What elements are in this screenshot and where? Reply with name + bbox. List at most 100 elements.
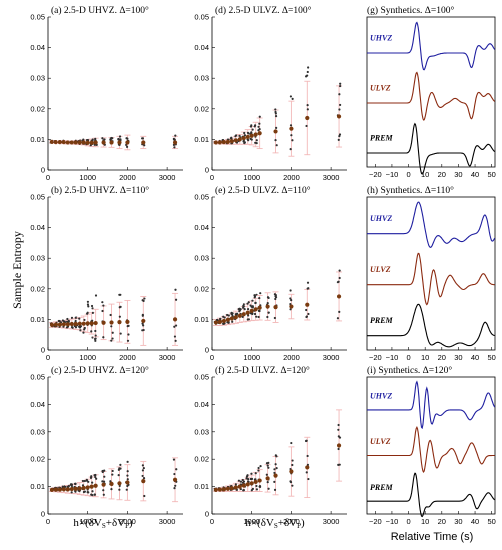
data-point xyxy=(142,466,145,470)
data-point xyxy=(74,490,77,493)
data-point xyxy=(82,490,86,494)
seismogram-trace-ulvz xyxy=(367,71,496,121)
data-point xyxy=(109,480,112,483)
data-point xyxy=(103,475,106,478)
data-point xyxy=(253,125,256,128)
data-point xyxy=(81,479,85,483)
data-point xyxy=(126,478,129,481)
data-point xyxy=(71,326,74,329)
synthetics-frame xyxy=(366,16,496,168)
median-marker xyxy=(229,316,234,321)
x-tick-label: −10 xyxy=(386,517,399,526)
data-point xyxy=(110,339,113,342)
x-tick-label: 10 xyxy=(421,517,429,526)
data-point xyxy=(265,473,268,476)
median-marker xyxy=(85,140,90,145)
data-point xyxy=(101,309,104,313)
data-point xyxy=(231,320,234,323)
data-point xyxy=(119,467,122,470)
data-point xyxy=(117,474,120,477)
data-point xyxy=(142,476,146,480)
data-point xyxy=(338,310,341,313)
data-point xyxy=(267,487,270,490)
x-tick-label: 40 xyxy=(471,517,479,526)
median-marker xyxy=(257,478,262,483)
data-point xyxy=(273,468,276,471)
data-point xyxy=(142,324,145,327)
data-point xyxy=(172,137,175,140)
data-point xyxy=(339,84,342,88)
data-point xyxy=(83,326,86,330)
y-tick-label: 0 xyxy=(41,166,45,175)
median-marker xyxy=(305,465,310,470)
y-tick-label: 0 xyxy=(205,510,209,519)
x-tick-label: 1000 xyxy=(243,173,260,182)
scatter-panels-layer: (a) 2.5-D UHVZ. Δ=100° 0 0.01 0.02 0.03 0.04 0… xyxy=(30,5,347,526)
data-point xyxy=(82,331,85,334)
median-marker xyxy=(69,486,74,492)
x-tick-label: 40 xyxy=(471,170,479,179)
data-point xyxy=(174,324,178,327)
seismogram-trace-prem xyxy=(367,472,496,518)
median-marker xyxy=(53,322,59,327)
median-marker xyxy=(81,321,86,326)
median-marker xyxy=(69,321,74,327)
data-point xyxy=(290,134,293,137)
data-point xyxy=(337,463,340,466)
y-tick-label: 0.05 xyxy=(30,373,45,382)
data-point xyxy=(241,306,245,309)
data-point xyxy=(94,329,97,333)
data-point xyxy=(259,465,262,468)
median-marker xyxy=(117,140,122,145)
data-point xyxy=(289,481,293,484)
data-point xyxy=(242,489,245,492)
median-marker xyxy=(213,320,219,325)
data-point xyxy=(291,97,294,100)
x-tick-label: 2000 xyxy=(119,517,136,526)
data-point xyxy=(143,297,146,300)
data-point xyxy=(338,436,342,439)
data-point xyxy=(86,491,89,494)
data-point xyxy=(85,478,88,481)
panel-f-title: (f) 2.5-D ULVZ. Δ=120° xyxy=(215,365,310,376)
median-marker xyxy=(49,487,55,492)
data-point xyxy=(62,320,66,323)
data-point xyxy=(142,328,145,332)
trace-label-ulvz: ULVZ xyxy=(370,437,391,446)
data-point xyxy=(237,479,240,482)
data-point xyxy=(258,485,262,488)
y-tick-label: 0.01 xyxy=(30,315,45,324)
median-marker xyxy=(221,487,227,492)
x-tick-label: −10 xyxy=(386,170,399,179)
median-marker xyxy=(245,134,250,140)
data-point xyxy=(266,301,269,305)
x-tick-label: 10 xyxy=(421,353,429,362)
synthetics-i-title: (i) Synthetics. Δ=120° xyxy=(367,365,452,376)
data-point xyxy=(338,276,341,280)
median-marker xyxy=(237,313,242,318)
data-point xyxy=(337,138,340,141)
x-tick-label: 50 xyxy=(488,517,496,526)
median-marker xyxy=(221,140,227,145)
median-marker xyxy=(273,129,278,134)
data-point xyxy=(174,134,177,137)
data-point xyxy=(117,138,120,141)
data-point xyxy=(290,298,293,302)
data-point xyxy=(119,305,122,308)
data-point xyxy=(289,148,292,151)
y-tick-label: 0.01 xyxy=(194,135,209,144)
data-point xyxy=(90,304,94,308)
median-marker xyxy=(65,487,70,492)
y-tick-label: 0.03 xyxy=(30,427,45,436)
seismogram-trace-prem xyxy=(367,122,496,175)
median-marker xyxy=(93,483,98,488)
y-tick-label: 0.05 xyxy=(30,193,45,202)
data-point xyxy=(117,468,120,471)
data-point xyxy=(250,124,253,127)
median-marker xyxy=(233,315,238,320)
median-marker xyxy=(61,487,66,492)
data-point xyxy=(91,481,94,484)
data-point xyxy=(238,308,241,311)
x-tick-label: 10 xyxy=(421,170,429,179)
median-marker xyxy=(225,486,230,491)
